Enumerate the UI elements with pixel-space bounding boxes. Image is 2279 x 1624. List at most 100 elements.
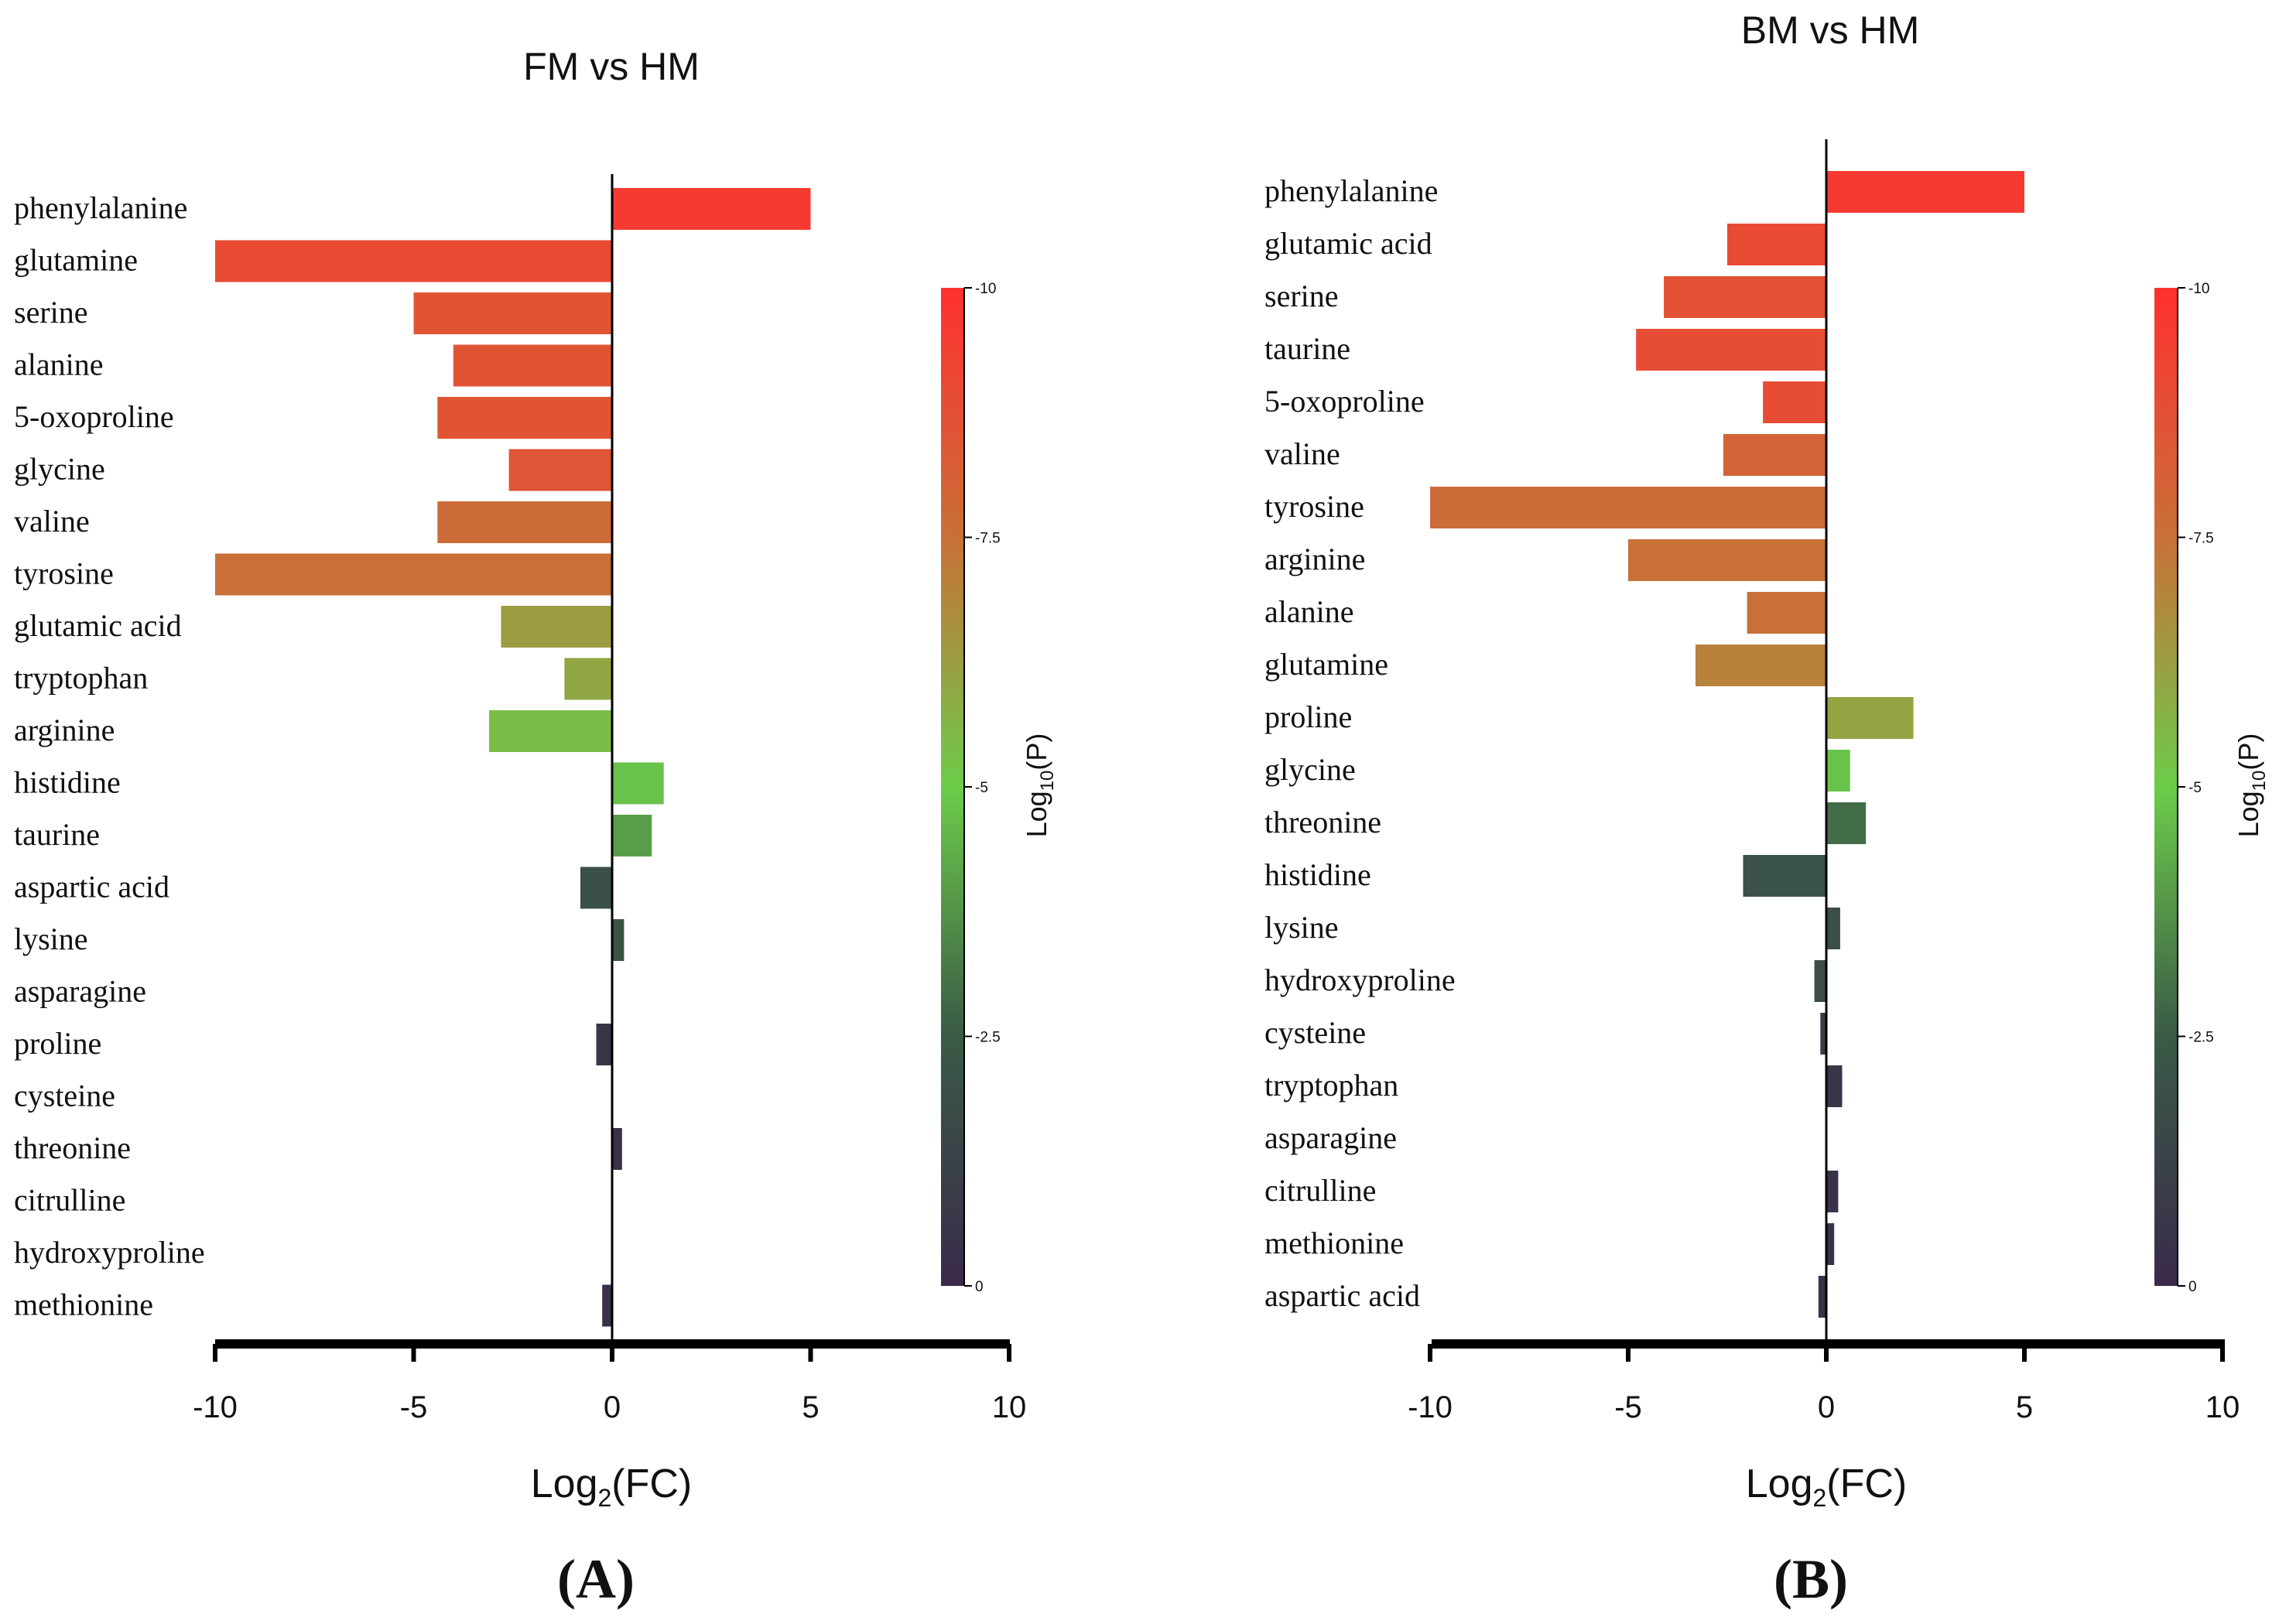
chart-title: BM vs HM	[1741, 9, 1920, 52]
category-label: cysteine	[1264, 1015, 1366, 1050]
bar-tyrosine	[1430, 487, 1826, 528]
bar-glutamic-acid	[1727, 224, 1826, 265]
x-tick-label: 10	[2205, 1390, 2240, 1424]
category-label: valine	[1264, 436, 1340, 471]
bar-proline	[596, 1024, 612, 1065]
bar-serine	[1664, 276, 1826, 318]
colorbar-tick-label: 0	[2188, 1279, 2197, 1295]
bar-lysine	[1826, 908, 1840, 949]
colorbar-ticks: -10 -7.5 -5 -2.5 0	[2178, 281, 2214, 1295]
category-label: histidine	[1264, 857, 1371, 892]
bar-threonine	[1826, 802, 1867, 844]
category-label: lysine	[14, 921, 88, 956]
category-label: 5-oxoproline	[1264, 384, 1425, 419]
x-tick-label: 5	[802, 1390, 819, 1424]
category-label: phenylalanine	[1264, 173, 1438, 208]
bar-taurine	[612, 815, 652, 856]
category-label: hydroxyproline	[14, 1235, 205, 1270]
x-axis-ticks: -10 -5 0 5 10	[193, 1344, 1026, 1424]
bar-proline	[1826, 697, 1914, 739]
bar-alanine	[453, 344, 612, 387]
bar-5-oxoproline	[1763, 381, 1826, 423]
chart-panel-a: FM vs HM phenylalanine glutamine serine ala…	[14, 45, 1058, 1610]
bar-glutamine	[215, 240, 612, 282]
bar-tryptophan	[564, 658, 612, 700]
category-label: aspartic acid	[1264, 1278, 1420, 1313]
category-label: taurine	[14, 817, 100, 852]
category-label: serine	[1264, 279, 1339, 313]
colorbar-tick-label: 0	[975, 1279, 984, 1295]
category-label: citrulline	[14, 1183, 125, 1218]
bar-group	[215, 188, 811, 1327]
category-label: valine	[14, 504, 90, 538]
category-label: 5-oxoproline	[14, 399, 174, 434]
colorbar-label: Log10(P)	[2233, 733, 2270, 838]
colorbar: -10 -7.5 -5 -2.5 0 Log10(P)	[2154, 281, 2270, 1295]
category-label: glutamine	[14, 243, 138, 278]
x-tick-label: -10	[1408, 1390, 1453, 1424]
bar-histidine	[1743, 855, 1826, 897]
bar-arginine	[1628, 539, 1826, 581]
x-axis-ticks: -10 -5 0 5 10	[1408, 1344, 2240, 1424]
category-label: glutamine	[1264, 647, 1388, 682]
category-label: arginine	[14, 713, 115, 747]
x-tick-label: -5	[400, 1390, 428, 1424]
chart-title: FM vs HM	[523, 45, 700, 88]
chart-panel-b: BM vs HM phenylalanine glutamic acid serin…	[1264, 9, 2270, 1610]
bar-group	[1430, 171, 2024, 1318]
x-tick-label: -5	[1614, 1390, 1642, 1424]
category-label: aspartic acid	[14, 870, 169, 904]
category-labels: phenylalanine glutamine serine alanine 5-oxo…	[14, 190, 205, 1322]
category-label: tryptophan	[1264, 1068, 1398, 1103]
category-label: serine	[14, 295, 88, 330]
colorbar-tick-label: -2.5	[2188, 1030, 2214, 1046]
x-tick-label: 0	[1818, 1390, 1835, 1424]
bar-glycine	[508, 449, 612, 491]
bar-taurine	[1636, 329, 1826, 371]
x-axis-label: Log2(FC)	[1746, 1462, 1908, 1512]
bar-alanine	[1747, 592, 1826, 634]
bar-valine	[1723, 434, 1826, 476]
bar-tryptophan	[1826, 1065, 1843, 1107]
colorbar-ticks: -10 -7.5 -5 -2.5 0	[964, 281, 1001, 1295]
category-label: alanine	[1264, 594, 1354, 629]
category-label: cysteine	[14, 1079, 115, 1113]
bar-tyrosine	[215, 553, 612, 596]
category-label: glycine	[14, 452, 105, 487]
bar-glycine	[1826, 750, 1850, 791]
category-label: histidine	[14, 765, 121, 800]
bar-lysine	[612, 919, 625, 961]
category-label: asparagine	[14, 974, 146, 1009]
colorbar-tick-label: -7.5	[975, 531, 1001, 547]
bar-methionine	[602, 1284, 612, 1327]
category-label: glutamic acid	[14, 608, 182, 643]
category-label: alanine	[14, 347, 104, 382]
x-tick-label: 0	[604, 1390, 621, 1424]
category-label: tryptophan	[14, 661, 148, 696]
x-tick-label: 10	[992, 1390, 1027, 1424]
colorbar-label: Log10(P)	[1021, 733, 1058, 838]
category-label: threonine	[14, 1130, 131, 1165]
colorbar-tick-label: -10	[975, 281, 996, 297]
category-label: taurine	[1264, 331, 1350, 366]
bar-threonine	[612, 1128, 622, 1170]
category-label: lysine	[1264, 910, 1339, 945]
colorbar-tick-label: -2.5	[975, 1030, 1001, 1046]
bar-valine	[437, 501, 612, 543]
x-tick-label: -10	[193, 1390, 238, 1424]
colorbar: -10 -7.5 -5 -2.5 0 Log10(P)	[941, 281, 1058, 1295]
category-label: hydroxyproline	[1264, 962, 1456, 997]
category-label: methionine	[14, 1287, 153, 1322]
bar-aspartic-acid	[580, 867, 612, 909]
category-label: glycine	[1264, 752, 1356, 787]
colorbar-tick-label: -10	[2188, 281, 2209, 297]
bar-glutamine	[1696, 644, 1826, 686]
bar-hydroxyproline	[1814, 960, 1826, 1002]
category-labels: phenylalanine glutamic acid serine taurine 5…	[1264, 173, 1456, 1313]
bar-arginine	[489, 710, 612, 752]
category-label: tyrosine	[1264, 489, 1364, 524]
colorbar-gradient	[2154, 288, 2178, 1286]
category-label: citrulline	[1264, 1173, 1376, 1208]
category-label: arginine	[1264, 542, 1365, 576]
